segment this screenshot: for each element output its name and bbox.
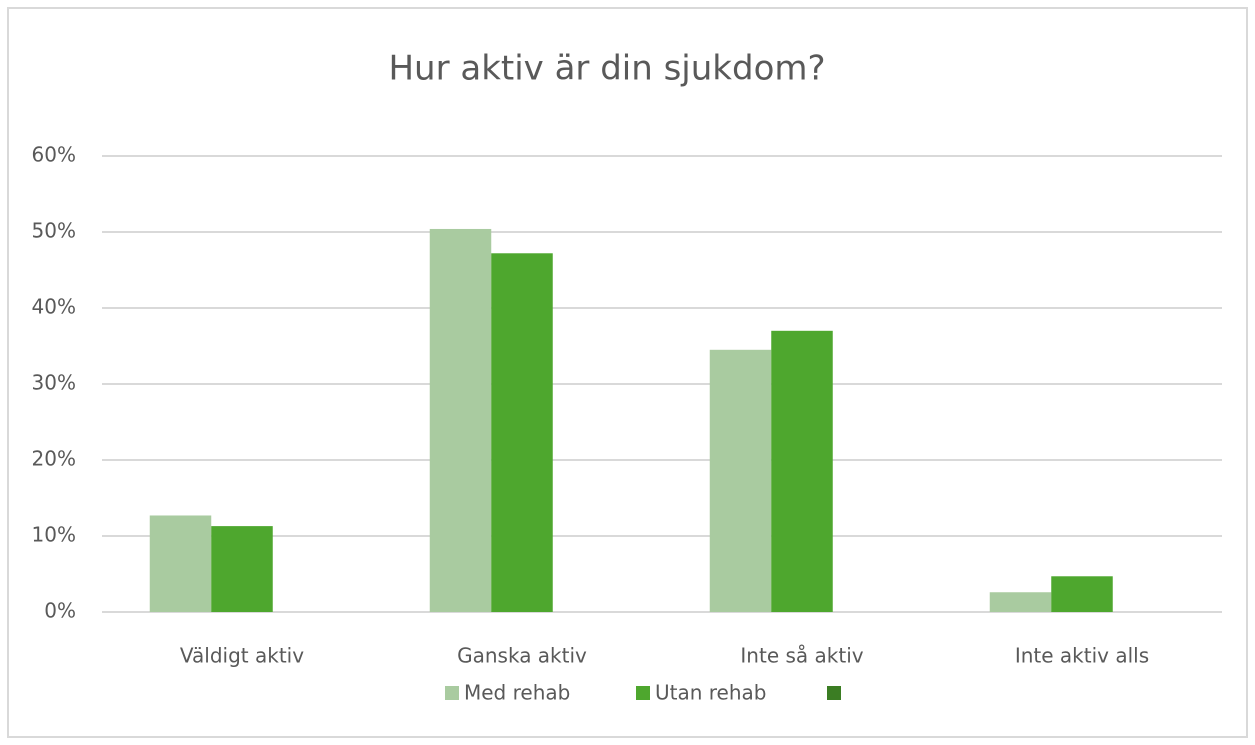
- x-tick-label: Inte så aktiv: [740, 644, 863, 668]
- y-tick-label: 60%: [32, 143, 76, 167]
- y-tick-label: 0%: [44, 599, 76, 623]
- legend-swatch: [827, 686, 841, 700]
- chart-title: Hur aktiv är din sjukdom?: [388, 49, 825, 89]
- y-tick-label: 20%: [32, 447, 76, 471]
- bar: [989, 592, 1052, 612]
- bar: [429, 228, 492, 612]
- bar: [771, 330, 833, 612]
- legend-swatch: [636, 686, 650, 700]
- x-tick-label: Ganska aktiv: [457, 644, 587, 668]
- bar: [709, 349, 772, 612]
- bar: [149, 515, 212, 612]
- chart-frame: [7, 7, 1248, 738]
- y-tick-label: 30%: [32, 371, 76, 395]
- y-tick-label: 10%: [32, 523, 76, 547]
- y-tick-label: 50%: [32, 219, 76, 243]
- legend-swatch: [445, 686, 459, 700]
- bar: [491, 253, 553, 612]
- x-tick-label: Väldigt aktiv: [180, 644, 304, 668]
- y-tick-label: 40%: [32, 295, 76, 319]
- x-tick-label: Inte aktiv alls: [1015, 644, 1149, 668]
- legend-label: Med rehab: [464, 681, 570, 705]
- legend-label: Utan rehab: [655, 681, 766, 705]
- bar: [1051, 576, 1113, 612]
- bar: [211, 526, 273, 612]
